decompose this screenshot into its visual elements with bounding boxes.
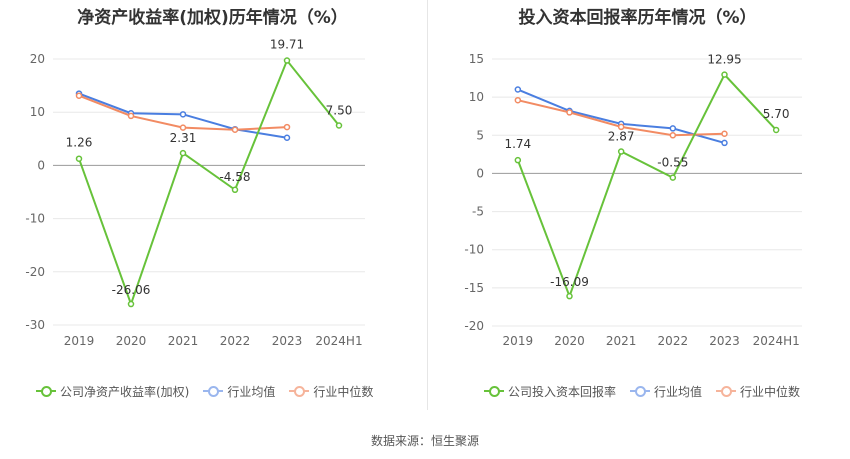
data-point bbox=[127, 300, 135, 308]
x-tick-label: 2019 bbox=[503, 334, 534, 348]
x-tick-label: 2019 bbox=[64, 334, 95, 348]
y-tick-label: -15 bbox=[464, 281, 484, 295]
y-tick-label: 5 bbox=[476, 128, 484, 142]
data-point bbox=[335, 122, 343, 129]
y-tick-label: -20 bbox=[464, 319, 484, 333]
chart-divider bbox=[427, 0, 428, 410]
data-label: -16.09 bbox=[550, 275, 589, 289]
chart-plot-roic: 15 10 5 0 -5 -10 -15 -20 2019 2020 2021 2022 2023 202… bbox=[464, 52, 802, 348]
data-point bbox=[669, 132, 677, 139]
chart-title-roic: 投入资本回报率历年情况（%） bbox=[518, 8, 757, 28]
data-point bbox=[721, 71, 728, 78]
data-point bbox=[283, 123, 291, 131]
legend-roic: 公司投入资本回报率 行业均值 行业中位数 bbox=[484, 381, 814, 401]
data-point bbox=[179, 111, 187, 118]
data-point bbox=[566, 292, 573, 300]
y-tick-label: -5 bbox=[472, 205, 484, 219]
legend-item-industry-mean[interactable]: 行业均值 bbox=[203, 383, 275, 400]
data-point bbox=[669, 174, 677, 181]
x-tick-label: 2021 bbox=[606, 334, 637, 348]
x-tick-label: 2023 bbox=[272, 334, 303, 348]
data-point bbox=[772, 126, 780, 134]
x-tick-label: 2023 bbox=[709, 334, 740, 348]
legend-item-industry-median[interactable]: 行业中位数 bbox=[716, 383, 800, 400]
chart-plot-roe: 20 10 0 -10 -20 -30 2019 2020 2021 2022 2023 2024H1… bbox=[25, 38, 365, 348]
data-point bbox=[231, 126, 239, 134]
data-label: -0.55 bbox=[657, 156, 688, 170]
data-label: 2.87 bbox=[608, 130, 635, 144]
legend-item-industry-mean[interactable]: 行业均值 bbox=[630, 383, 702, 400]
data-label: 1.26 bbox=[66, 136, 93, 150]
legend-label: 行业均值 bbox=[227, 384, 276, 399]
y-tick-label: -10 bbox=[25, 212, 45, 226]
data-label: 12.95 bbox=[707, 53, 741, 67]
y-tick-label: -30 bbox=[25, 318, 45, 332]
data-label: 19.71 bbox=[270, 38, 304, 52]
legend-marker-icon bbox=[203, 385, 224, 397]
legend-label: 行业中位数 bbox=[313, 384, 374, 399]
legend-item-industry-median[interactable]: 行业中位数 bbox=[289, 383, 373, 400]
data-label: -4.58 bbox=[219, 170, 250, 184]
y-tick-label: -20 bbox=[25, 265, 45, 279]
data-point bbox=[75, 155, 83, 162]
legend-marker-icon bbox=[716, 385, 737, 397]
legend-marker-icon bbox=[484, 385, 504, 397]
y-tick-label: -10 bbox=[464, 243, 484, 257]
data-label: 7.50 bbox=[326, 104, 353, 118]
legend-item-company-roic[interactable]: 公司投入资本回报率 bbox=[484, 383, 616, 400]
x-tick-label: 2020 bbox=[554, 334, 585, 348]
y-tick-label: 15 bbox=[469, 52, 484, 66]
data-point bbox=[179, 149, 187, 157]
data-point bbox=[721, 130, 728, 138]
y-tick-label: 0 bbox=[37, 158, 45, 172]
data-point bbox=[514, 96, 522, 104]
x-tick-label: 2021 bbox=[168, 334, 199, 348]
y-tick-label: 0 bbox=[476, 166, 484, 180]
data-point bbox=[75, 92, 83, 99]
y-tick-label: 10 bbox=[469, 90, 484, 104]
legend-marker-icon bbox=[630, 385, 651, 397]
y-tick-label: 10 bbox=[30, 105, 45, 119]
legend-label: 行业中位数 bbox=[740, 384, 801, 399]
series-line-company bbox=[78, 58, 340, 308]
data-point bbox=[514, 86, 522, 93]
legend-roe: 公司净资产收益率(加权) 行业均值 行业中位数 bbox=[36, 381, 387, 401]
data-source: 数据来源：恒生聚源 bbox=[370, 434, 479, 448]
data-point bbox=[617, 123, 625, 131]
legend-label: 公司投入资本回报率 bbox=[508, 384, 617, 399]
data-point bbox=[721, 139, 728, 147]
series-line-company bbox=[516, 72, 777, 300]
data-point bbox=[231, 186, 239, 194]
legend-item-company-roe[interactable]: 公司净资产收益率(加权) bbox=[36, 383, 189, 400]
data-label: 5.70 bbox=[763, 107, 790, 121]
x-tick-label: 2022 bbox=[658, 334, 689, 348]
data-point bbox=[669, 125, 677, 132]
x-tick-label: 2024H1 bbox=[315, 334, 362, 348]
x-tick-label: 2024H1 bbox=[753, 334, 800, 348]
x-tick-label: 2022 bbox=[220, 334, 251, 348]
data-point bbox=[283, 57, 291, 64]
data-label: 1.74 bbox=[504, 137, 531, 151]
data-point bbox=[566, 109, 573, 116]
chart-title-roe: 净资产收益率(加权)历年情况（%） bbox=[77, 8, 348, 28]
data-label: -26.06 bbox=[112, 283, 151, 297]
legend-label: 公司净资产收益率(加权) bbox=[60, 384, 190, 399]
data-point bbox=[127, 112, 135, 120]
legend-marker-icon bbox=[289, 385, 310, 397]
data-point bbox=[179, 124, 187, 131]
x-tick-label: 2020 bbox=[116, 334, 147, 348]
legend-label: 行业均值 bbox=[654, 384, 703, 399]
data-label: 2.31 bbox=[170, 131, 197, 145]
data-point bbox=[617, 148, 625, 155]
data-point bbox=[514, 156, 522, 164]
legend-marker-icon bbox=[36, 385, 56, 397]
y-tick-label: 20 bbox=[30, 52, 45, 66]
data-point bbox=[283, 134, 291, 141]
